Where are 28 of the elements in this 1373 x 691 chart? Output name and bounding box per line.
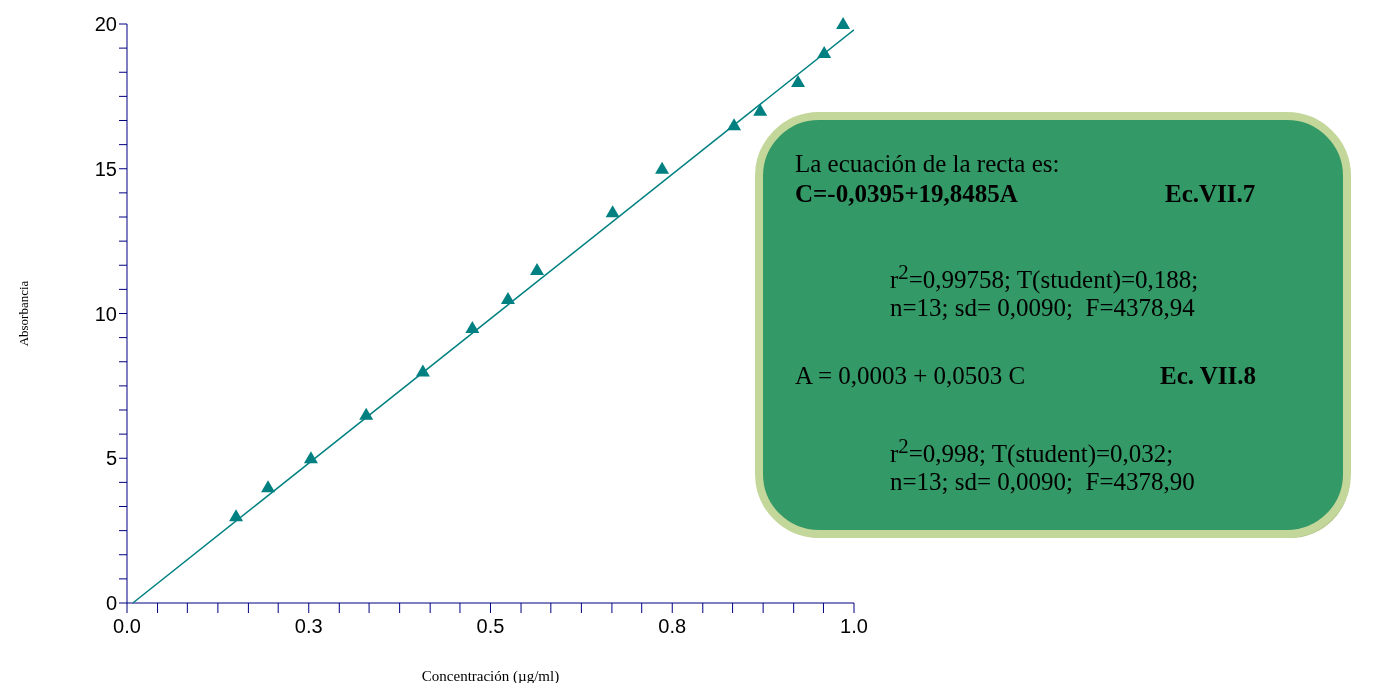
y-tick-label: 5 bbox=[105, 447, 117, 470]
x-tick-label: 1.0 bbox=[840, 615, 868, 638]
annotation: La ecuación de la recta es: bbox=[795, 150, 1060, 178]
x-tick-label: 0.8 bbox=[658, 615, 687, 638]
point bbox=[836, 17, 851, 29]
point bbox=[655, 161, 670, 174]
point bbox=[605, 205, 620, 218]
text: Ec.VII.7 bbox=[1165, 180, 1256, 208]
point bbox=[500, 292, 515, 305]
y-tick-label: 10 bbox=[94, 302, 117, 325]
x-tick-label: 0.5 bbox=[476, 615, 505, 638]
y-tick-label: 0 bbox=[105, 592, 117, 615]
y-tick-label: 15 bbox=[94, 157, 117, 180]
x-tick-label: 0.0 bbox=[113, 615, 141, 638]
annotation: C=-0,0395+19,8485A bbox=[795, 180, 1018, 208]
y-tick-label: 20 bbox=[94, 13, 117, 36]
point bbox=[753, 103, 768, 116]
text: Ec. VII.8 bbox=[1160, 362, 1257, 390]
annotation: A = 0,0003 + 0,0503 C bbox=[795, 362, 1026, 390]
y-axis-title: Absorbancia bbox=[15, 280, 31, 347]
point bbox=[530, 263, 545, 276]
point bbox=[791, 74, 806, 87]
text: r$^{2}$=0,998; T(student)=0,032; bbox=[890, 434, 1174, 469]
x-tick-label: 0.3 bbox=[294, 615, 323, 638]
text: n=13; sd= 0,0090; F=4378,94 bbox=[890, 294, 1195, 322]
text: n=13; sd= 0,0090; F=4378,90 bbox=[890, 468, 1195, 496]
point bbox=[261, 480, 276, 493]
text: r$^{2}$=0,99758; T(student)=0,188; bbox=[890, 260, 1199, 295]
